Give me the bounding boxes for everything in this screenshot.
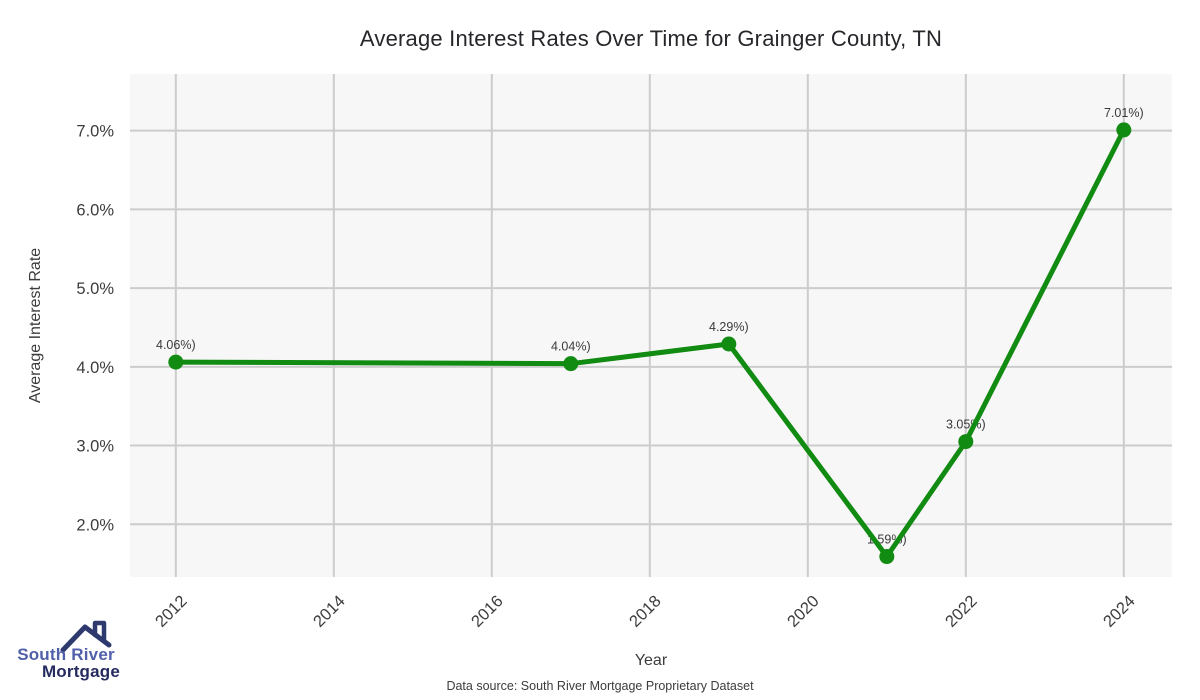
data-line [173, 127, 1127, 560]
house-roof-icon [60, 620, 112, 653]
plot-background [130, 74, 1172, 577]
data-point [168, 354, 184, 370]
y-tick-label: 2.0% [76, 516, 114, 534]
logo-text-line1: South River [17, 645, 115, 664]
point-label: 4.06%) [156, 338, 196, 352]
y-tick-label: 5.0% [76, 280, 114, 298]
y-tick-label: 7.0% [76, 123, 114, 141]
x-tick-label: 2018 [626, 592, 665, 631]
point-label: 4.29%) [709, 320, 749, 334]
point-label: 4.04%) [551, 340, 591, 354]
chart-title: Average Interest Rates Over Time for Gra… [359, 26, 943, 51]
data-point [958, 434, 974, 450]
data-point [1116, 122, 1132, 138]
y-tick-label: 6.0% [76, 201, 114, 219]
data-point [563, 356, 579, 372]
x-tick-label: 2014 [310, 592, 349, 631]
y-axis-label: Average Interest Rate [27, 248, 44, 403]
x-tick-label: 2016 [468, 592, 507, 631]
data-source-note: Data source: South River Mortgage Propri… [446, 679, 754, 693]
south-river-mortgage-logo: South River Mortgage [10, 612, 140, 692]
x-tick-label: 2012 [152, 592, 191, 631]
x-tick-label: 2022 [942, 592, 981, 631]
x-tick-label: 2024 [1100, 592, 1139, 631]
x-axis-label: Year [634, 652, 668, 669]
y-tick-label: 3.0% [76, 438, 114, 456]
y-tick-label: 4.0% [76, 359, 114, 377]
data-point [879, 549, 895, 565]
point-label: 7.01%) [1104, 106, 1144, 120]
logo-text-line2: Mortgage [41, 662, 121, 681]
data-point [721, 336, 737, 352]
x-tick-label: 2020 [784, 592, 823, 631]
